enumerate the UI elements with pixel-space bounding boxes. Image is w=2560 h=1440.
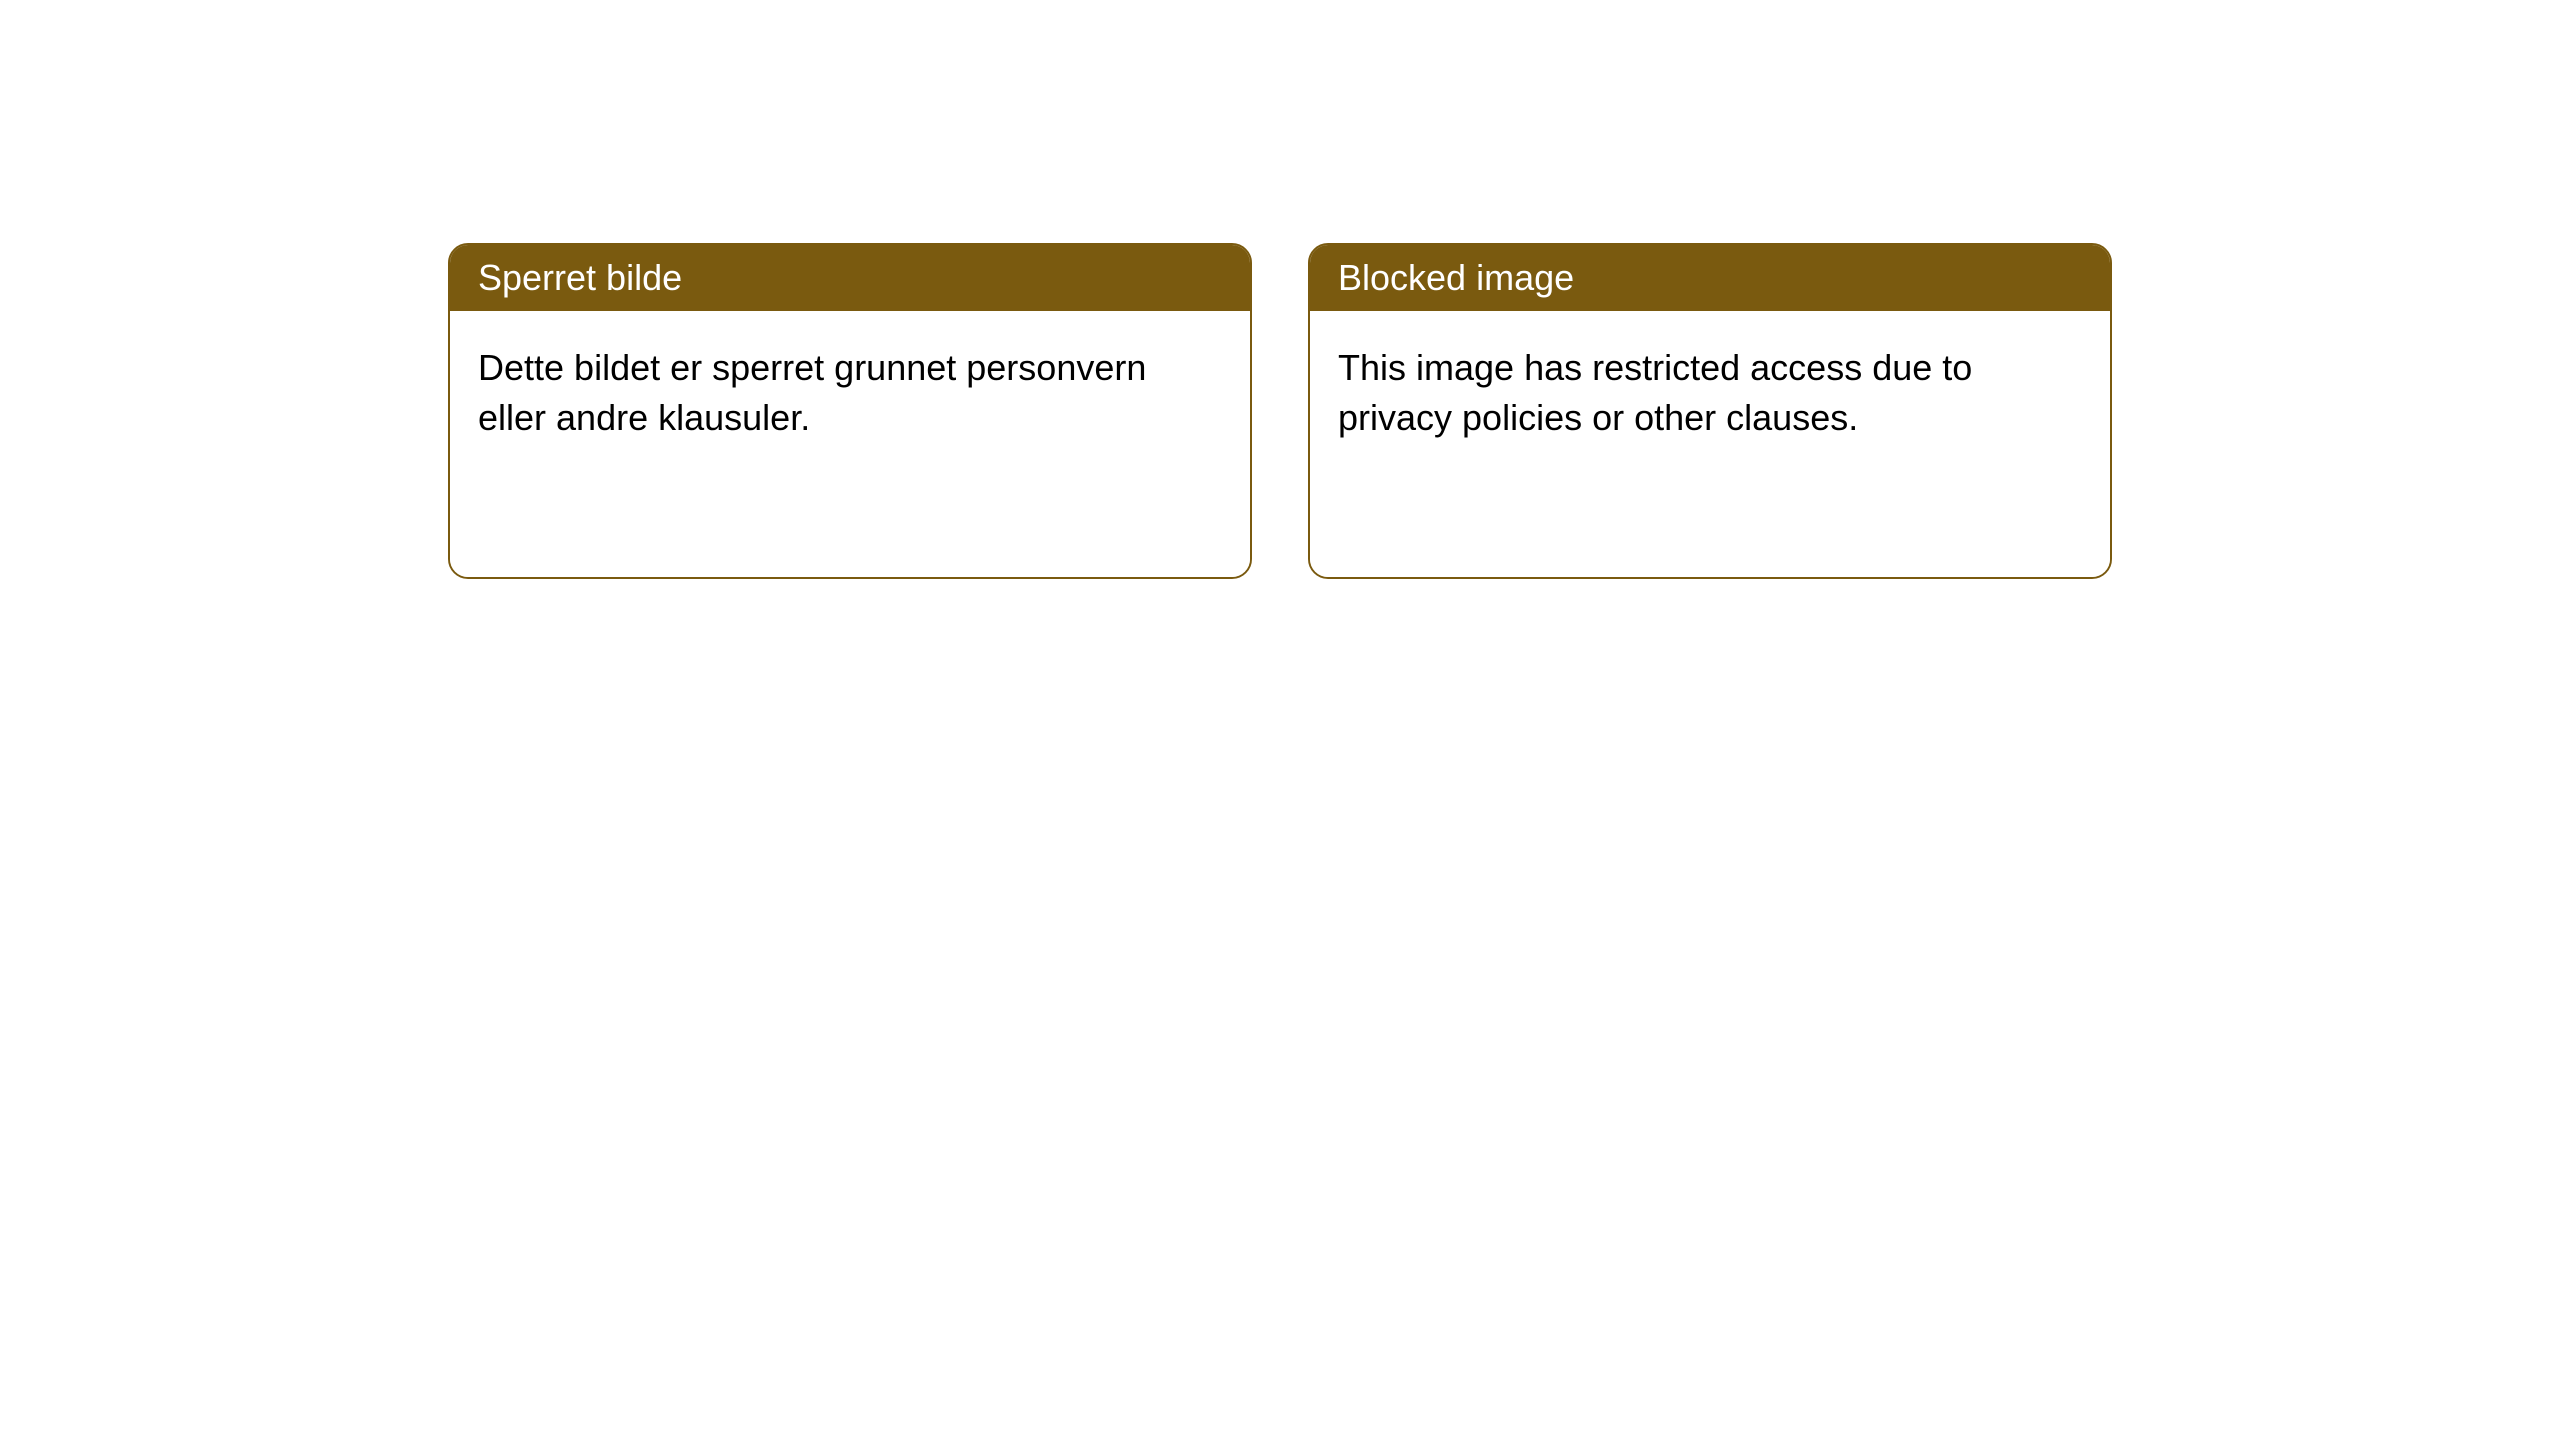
notice-title: Sperret bilde xyxy=(478,257,682,298)
notice-title: Blocked image xyxy=(1338,257,1574,298)
notice-header: Blocked image xyxy=(1310,245,2110,311)
notice-card-norwegian: Sperret bilde Dette bildet er sperret gr… xyxy=(448,243,1252,579)
notice-body: Dette bildet er sperret grunnet personve… xyxy=(450,311,1250,577)
notice-container: Sperret bilde Dette bildet er sperret gr… xyxy=(448,243,2112,579)
notice-body-text: Dette bildet er sperret grunnet personve… xyxy=(478,347,1146,438)
notice-body: This image has restricted access due to … xyxy=(1310,311,2110,577)
notice-card-english: Blocked image This image has restricted … xyxy=(1308,243,2112,579)
notice-header: Sperret bilde xyxy=(450,245,1250,311)
notice-body-text: This image has restricted access due to … xyxy=(1338,347,1972,438)
